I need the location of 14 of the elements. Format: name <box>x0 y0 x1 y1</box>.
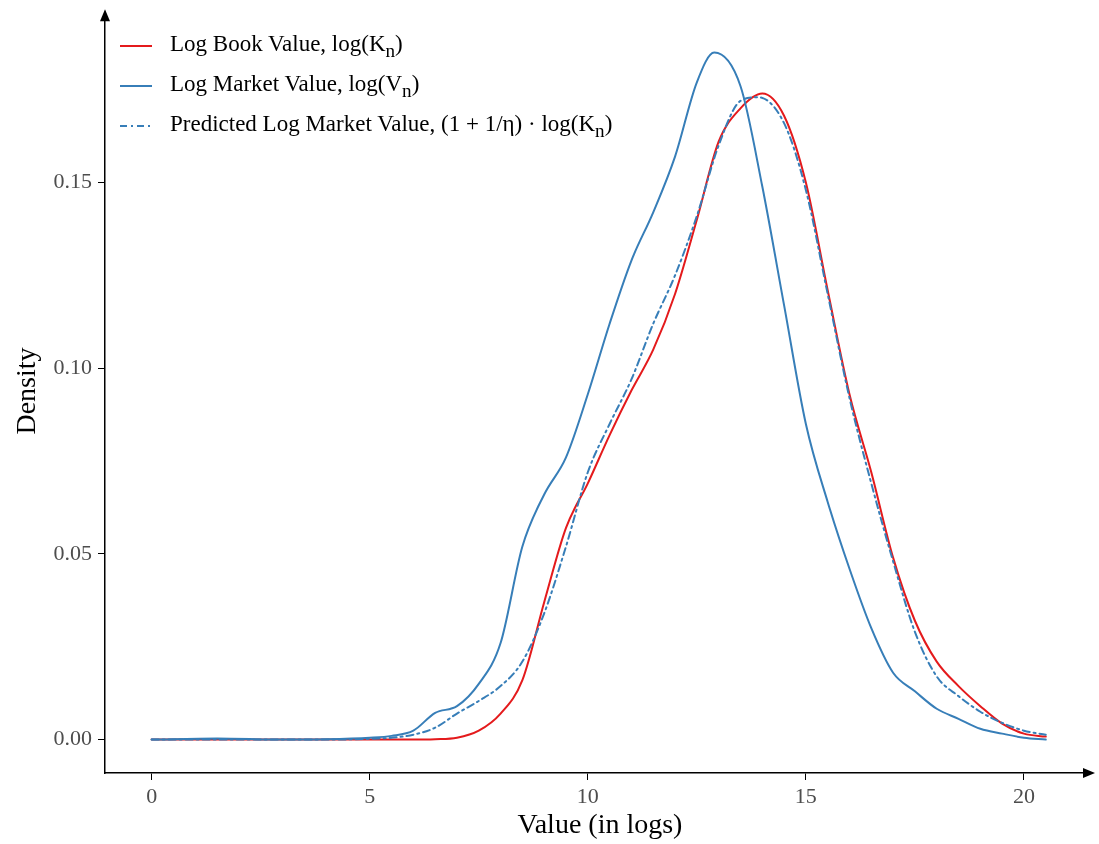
x-axis-title: Value (in logs) <box>516 808 684 840</box>
x-tick-label: 15 <box>794 782 817 808</box>
x-tick-label: 5 <box>364 782 376 808</box>
y-tick-label: 0.15 <box>53 168 92 194</box>
x-tick-label: 10 <box>576 782 599 808</box>
y-tick-label: 0.10 <box>53 354 92 380</box>
y-axis-title: Density <box>10 347 42 435</box>
y-tick-label: 0.05 <box>53 539 92 565</box>
x-tick-label: 0 <box>146 782 158 808</box>
x-tick-label: 20 <box>1012 782 1035 808</box>
legend-label: Log Market Value, log(V$_{n}$) <box>170 70 420 102</box>
legend-label: Log Book Value, log(K$_{n}$) <box>170 30 403 62</box>
y-tick-label: 0.00 <box>53 725 92 751</box>
legend-label: Predicted Log Market Value, (1 + 1/η) · log(K$_{n}$) <box>170 110 613 142</box>
